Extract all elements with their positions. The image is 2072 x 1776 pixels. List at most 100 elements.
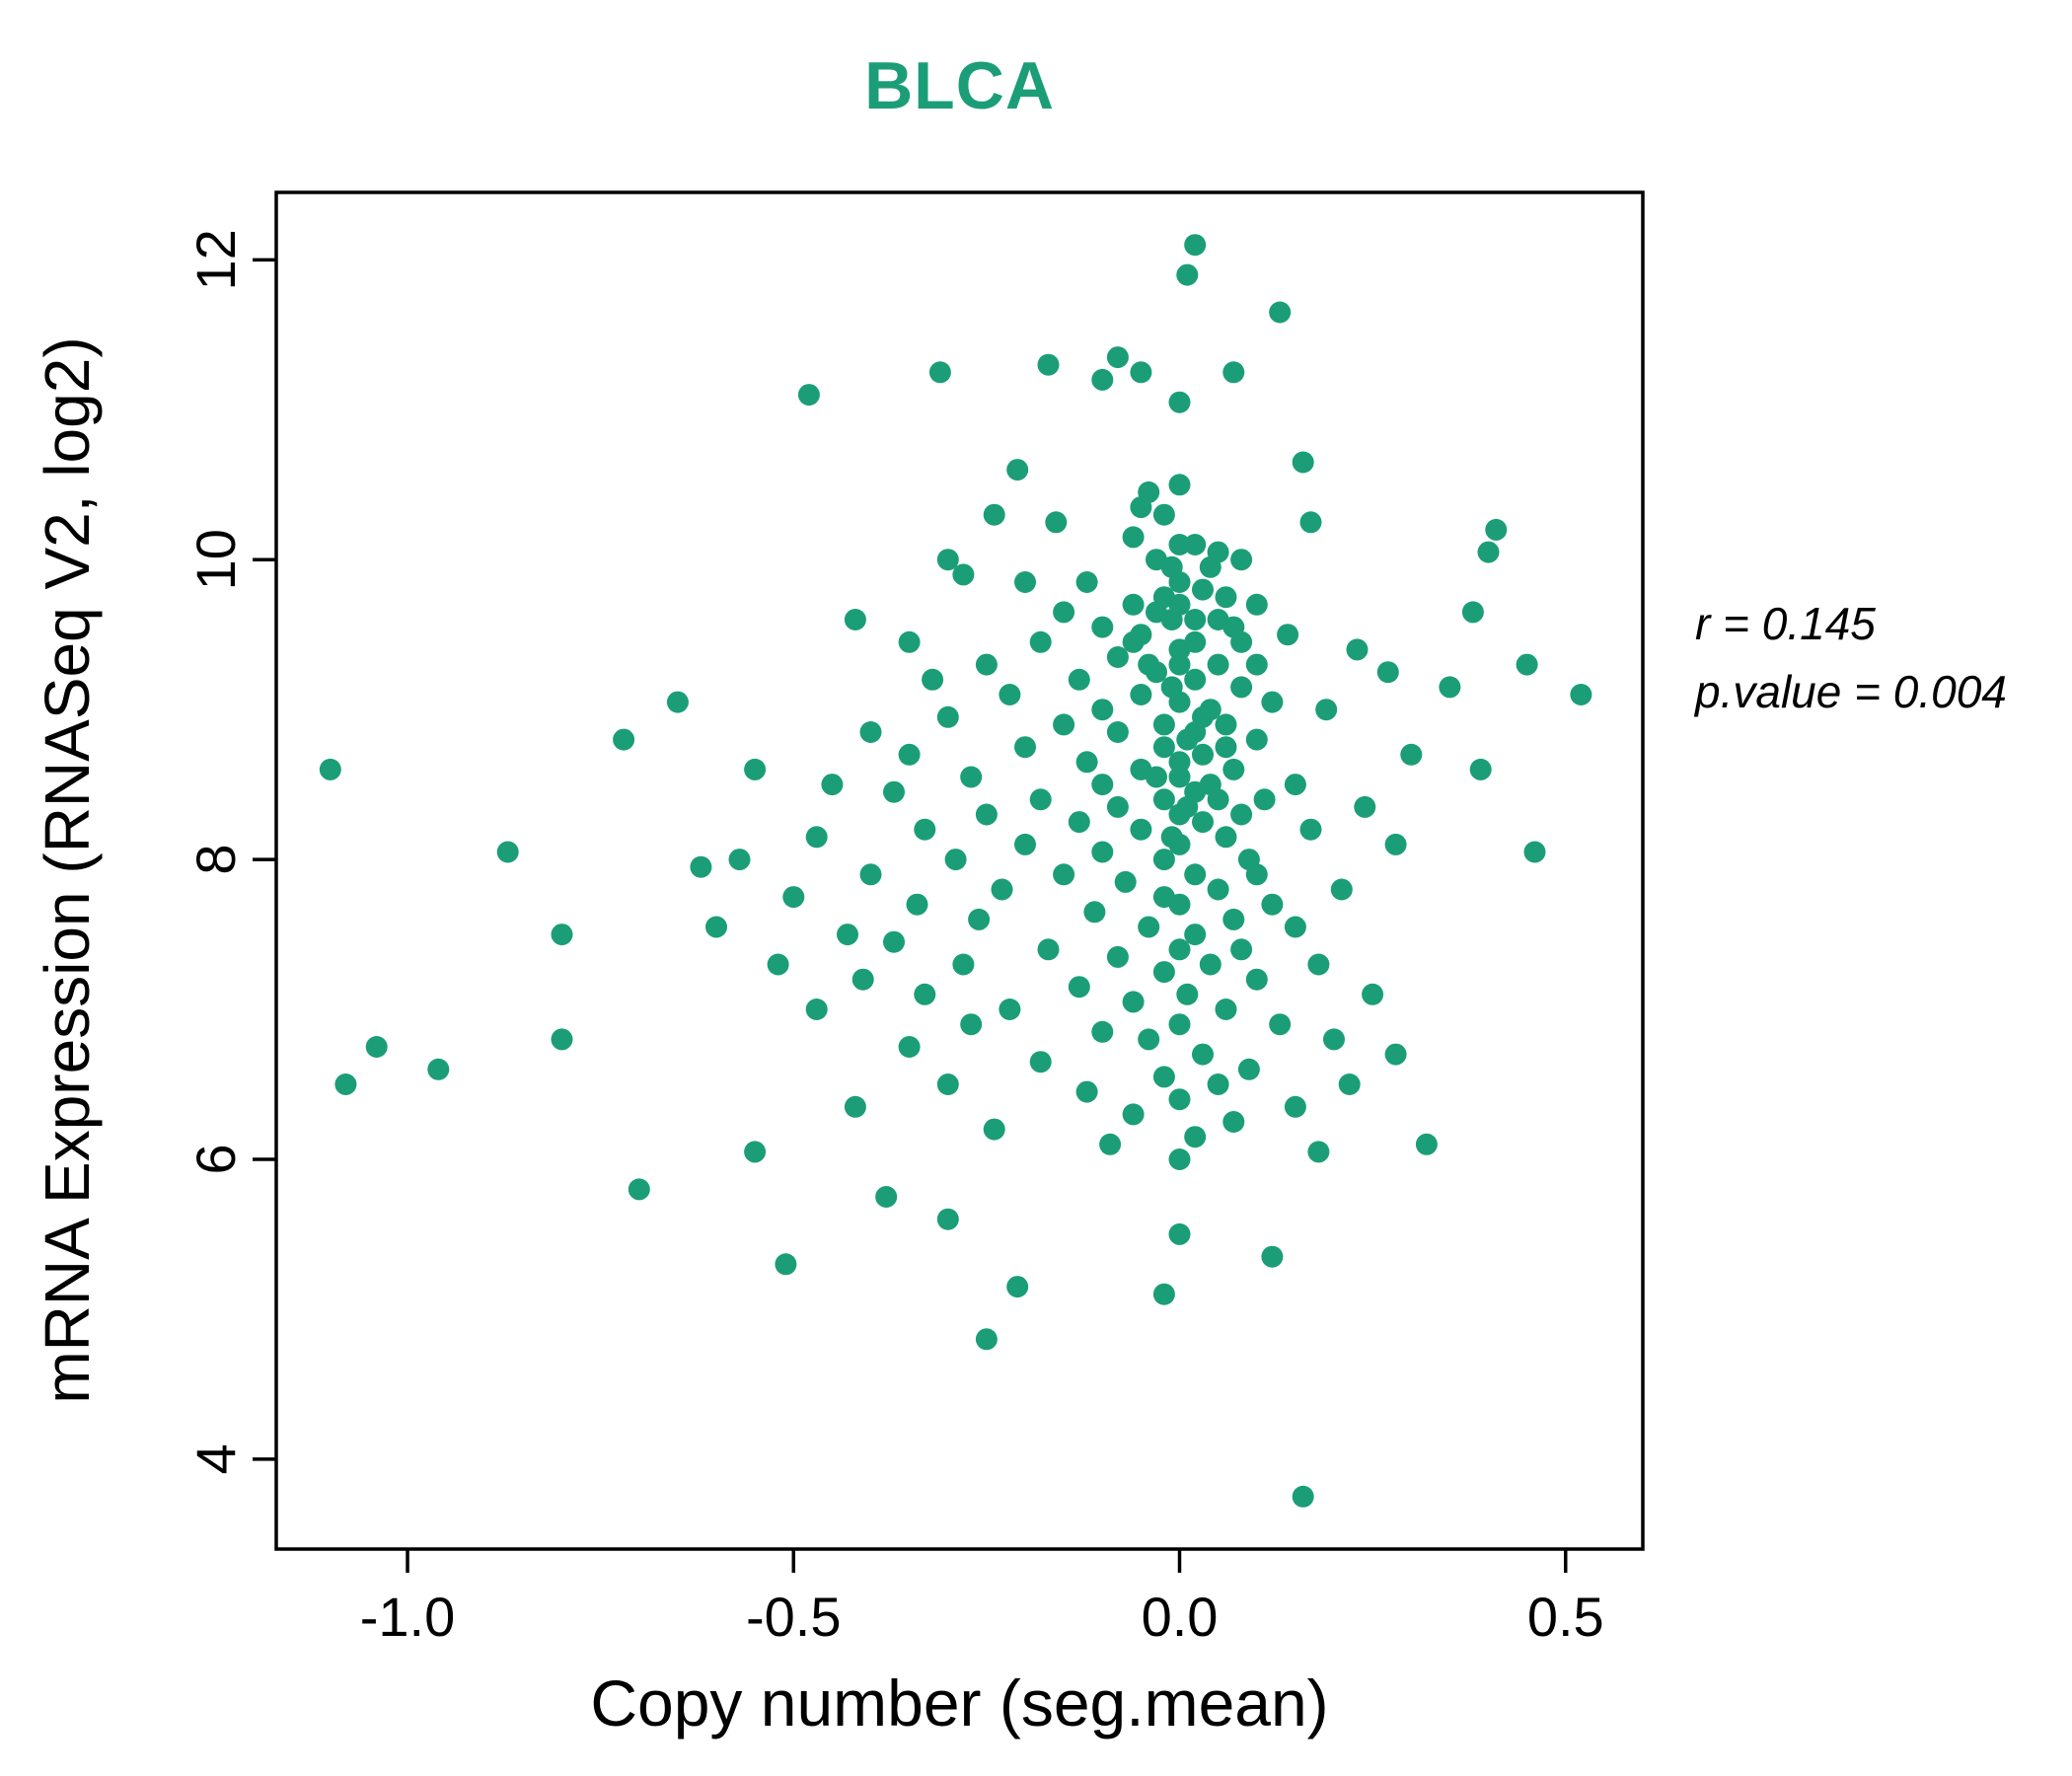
scatter-point bbox=[983, 1118, 1005, 1141]
scatter-point bbox=[1122, 630, 1145, 653]
scatter-point bbox=[427, 1058, 450, 1080]
scatter-point bbox=[1222, 361, 1245, 384]
scatter-point bbox=[1230, 549, 1253, 571]
scatter-point bbox=[1075, 571, 1098, 593]
scatter-point bbox=[1168, 1222, 1191, 1245]
scatter-point bbox=[728, 849, 751, 871]
x-axis-tick-label: 0.5 bbox=[1527, 1586, 1604, 1648]
scatter-point bbox=[1523, 841, 1546, 863]
scatter-point bbox=[1091, 368, 1114, 391]
scatter-point bbox=[875, 1186, 898, 1208]
scatter-point bbox=[1122, 1103, 1145, 1126]
scatter-point bbox=[859, 721, 882, 743]
p-value-text: p.value = 0.004 bbox=[1695, 666, 2007, 717]
scatter-point bbox=[1245, 593, 1268, 616]
scatter-point bbox=[1091, 774, 1114, 796]
scatter-point bbox=[1384, 1043, 1407, 1066]
scatter-point bbox=[1099, 1133, 1122, 1155]
scatter-point bbox=[365, 1036, 388, 1058]
scatter-point bbox=[975, 803, 998, 826]
scatter-point bbox=[1284, 1095, 1306, 1118]
scatter-point bbox=[999, 684, 1021, 705]
scatter-point bbox=[1168, 391, 1191, 413]
scatter-point bbox=[1245, 728, 1268, 751]
scatter-point bbox=[1068, 811, 1090, 834]
scatter-point bbox=[1284, 916, 1306, 938]
scatter-point bbox=[1330, 878, 1353, 901]
scatter-point bbox=[1415, 1133, 1438, 1155]
scatter-point bbox=[805, 999, 828, 1020]
scatter-point bbox=[975, 1328, 998, 1351]
scatter-point bbox=[1152, 961, 1175, 984]
scatter-point bbox=[1354, 795, 1376, 818]
scatter-point bbox=[1277, 624, 1299, 646]
scatter-point bbox=[1146, 766, 1167, 788]
scatter-point bbox=[906, 893, 928, 916]
scatter-point bbox=[1315, 699, 1338, 721]
scatter-point bbox=[952, 953, 975, 976]
scatter-point bbox=[1114, 870, 1137, 893]
scatter-point bbox=[1237, 1058, 1260, 1080]
scatter-point bbox=[1130, 684, 1152, 705]
scatter-point bbox=[1184, 721, 1207, 743]
scatter-point bbox=[1269, 1013, 1292, 1036]
scatter-point bbox=[1152, 788, 1175, 811]
scatter-point bbox=[1261, 691, 1284, 713]
scatter-point bbox=[1130, 361, 1152, 384]
scatter-point bbox=[1215, 713, 1237, 736]
scatter-point bbox=[1261, 1245, 1284, 1268]
scatter-point bbox=[936, 1073, 959, 1095]
scatter-point bbox=[1152, 736, 1175, 759]
scatter-point bbox=[1570, 684, 1592, 705]
scatter-point bbox=[797, 384, 820, 407]
scatter-point bbox=[883, 780, 905, 803]
scatter-point bbox=[1207, 653, 1229, 676]
scatter-point bbox=[1245, 863, 1268, 886]
scatter-point bbox=[1037, 353, 1060, 376]
scatter-point bbox=[1029, 788, 1052, 811]
scatter-point bbox=[1299, 511, 1322, 534]
scatter-point bbox=[821, 774, 844, 796]
scatter-point bbox=[936, 705, 959, 728]
scatter-point bbox=[1207, 878, 1229, 901]
scatter-point bbox=[1215, 586, 1237, 609]
scatter-point bbox=[1160, 826, 1183, 849]
scatter-point bbox=[1207, 1073, 1229, 1095]
scatter-point bbox=[1292, 451, 1314, 474]
scatter-point bbox=[1106, 795, 1129, 818]
scatter-point bbox=[1439, 676, 1461, 699]
scatter-point bbox=[775, 1253, 797, 1276]
scatter-point bbox=[1292, 1485, 1314, 1508]
scatter-point bbox=[1091, 1020, 1114, 1043]
scatter-point bbox=[1091, 616, 1114, 638]
scatter-point bbox=[1014, 571, 1036, 593]
scatter-point bbox=[1184, 924, 1207, 946]
correlation-annotation: r = 0.145 p.value = 0.004 bbox=[1695, 590, 2007, 726]
scatter-point bbox=[1122, 991, 1145, 1013]
scatter-point bbox=[1106, 646, 1129, 668]
scatter-point bbox=[1168, 1148, 1191, 1170]
scatter-point bbox=[851, 968, 874, 991]
scatter-point bbox=[1168, 653, 1191, 676]
scatter-point bbox=[944, 849, 967, 871]
scatter-point bbox=[1184, 534, 1207, 555]
scatter-point bbox=[1168, 534, 1191, 555]
scatter-point bbox=[1245, 968, 1268, 991]
x-axis-tick-label: -1.0 bbox=[360, 1586, 456, 1648]
scatter-point bbox=[844, 609, 866, 630]
scatter-point bbox=[1168, 766, 1191, 788]
scatter-point bbox=[1168, 1088, 1191, 1111]
scatter-point bbox=[1068, 668, 1090, 691]
scatter-point bbox=[334, 1073, 357, 1095]
scatter-point bbox=[936, 549, 959, 571]
scatter-point bbox=[1106, 945, 1129, 968]
scatter-point bbox=[1176, 983, 1199, 1005]
scatter-point bbox=[1192, 1043, 1214, 1066]
scatter-point bbox=[859, 863, 882, 886]
scatter-point bbox=[898, 630, 921, 653]
scatter-point bbox=[1006, 459, 1029, 481]
scatter-point bbox=[1307, 1141, 1330, 1163]
scatter-point bbox=[1215, 736, 1237, 759]
scatter-point bbox=[1207, 609, 1229, 630]
scatter-point bbox=[1091, 841, 1114, 863]
